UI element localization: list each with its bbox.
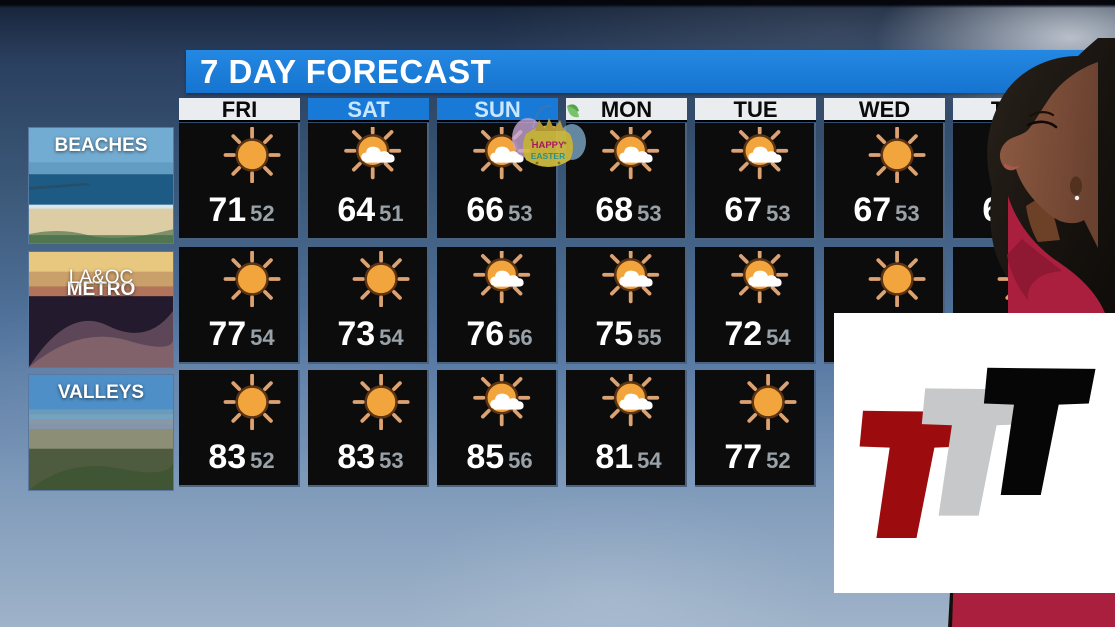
svg-text:EASTER: EASTER bbox=[531, 151, 565, 161]
svg-text:HAPPY: HAPPY bbox=[532, 140, 565, 151]
